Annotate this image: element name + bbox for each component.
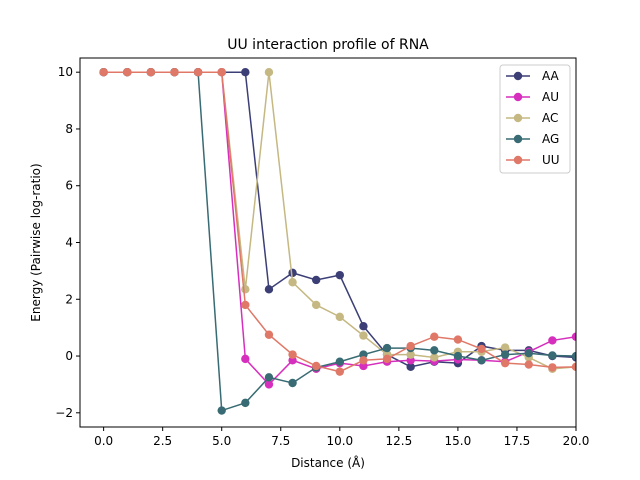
data-point <box>430 332 439 341</box>
y-tick-label: 0 <box>65 349 73 363</box>
data-point <box>477 344 486 354</box>
data-point <box>311 300 321 310</box>
data-point <box>382 354 392 364</box>
data-point <box>241 354 250 364</box>
y-tick-label: −2 <box>55 406 73 420</box>
data-point <box>99 67 108 77</box>
legend-label: AA <box>542 69 560 83</box>
data-point <box>193 67 203 77</box>
data-point <box>264 285 274 294</box>
data-point <box>524 349 533 358</box>
data-point <box>217 67 226 77</box>
data-point <box>170 67 179 77</box>
legend-item-au: AU <box>506 90 559 104</box>
data-point <box>406 341 415 351</box>
data-point <box>548 363 557 372</box>
data-point <box>571 351 576 361</box>
data-point <box>430 353 439 362</box>
data-point <box>123 67 132 77</box>
data-point <box>264 380 274 389</box>
data-point <box>241 67 250 77</box>
data-point <box>500 358 510 368</box>
legend-marker <box>513 155 523 165</box>
x-tick-label: 15.0 <box>445 434 472 448</box>
legend-item-ac: AC <box>506 111 558 125</box>
y-tick-label: 2 <box>65 292 73 306</box>
chart-title: UU interaction profile of RNA <box>227 37 429 53</box>
data-point <box>288 350 297 359</box>
data-point <box>406 350 415 359</box>
data-point <box>335 312 345 322</box>
legend-item-uu: UU <box>506 153 560 167</box>
y-axis-ticks: −2 0 2 4 6 8 10 <box>55 65 80 420</box>
data-point <box>264 67 274 77</box>
legend-marker <box>513 134 523 144</box>
legend-label: AC <box>542 111 558 125</box>
legend-label: UU <box>542 153 560 167</box>
series-uu <box>99 67 576 376</box>
legend-label: AG <box>542 132 559 146</box>
data-point <box>548 351 557 360</box>
y-tick-label: 10 <box>58 65 73 79</box>
y-tick-label: 4 <box>65 236 73 250</box>
data-point <box>477 356 486 365</box>
data-point <box>406 362 415 372</box>
data-point <box>241 398 250 408</box>
series-layer <box>99 67 576 415</box>
x-tick-label: 2.5 <box>153 434 172 448</box>
legend-box <box>499 64 571 174</box>
data-point <box>335 367 345 376</box>
data-point <box>311 361 321 371</box>
x-tick-label: 0.0 <box>94 434 113 448</box>
legend-label: AU <box>542 90 559 104</box>
x-tick-label: 10.0 <box>326 434 353 448</box>
y-tick-label: 6 <box>65 179 73 193</box>
data-point <box>217 406 226 415</box>
data-point <box>382 343 392 353</box>
data-point <box>311 275 321 285</box>
data-point <box>335 357 345 366</box>
legend-marker <box>513 71 523 81</box>
data-point <box>500 350 510 359</box>
y-tick-label: 8 <box>65 122 73 136</box>
data-point <box>264 330 274 339</box>
data-point <box>146 67 156 77</box>
data-point <box>571 332 576 341</box>
legend-marker <box>513 113 523 123</box>
x-tick-label: 7.5 <box>271 434 290 448</box>
legend-item-aa: AA <box>506 69 560 83</box>
x-tick-label: 20.0 <box>563 434 590 448</box>
data-point <box>359 356 368 365</box>
data-point <box>288 378 297 388</box>
data-point <box>453 335 463 344</box>
data-point <box>524 360 533 369</box>
x-axis-label: Distance (Å) <box>291 455 365 470</box>
data-point <box>430 346 439 355</box>
legend-marker <box>513 92 523 102</box>
data-point <box>359 322 368 331</box>
data-point <box>264 373 274 382</box>
data-point <box>288 278 297 287</box>
data-point <box>548 336 557 345</box>
x-tick-label: 17.5 <box>504 434 531 448</box>
y-axis-label: Energy (Pairwise log-ratio) <box>29 163 43 321</box>
x-tick-label: 12.5 <box>385 434 412 448</box>
data-point <box>335 270 345 280</box>
data-point <box>288 268 297 278</box>
data-point <box>453 351 463 361</box>
data-point <box>241 300 250 310</box>
legend: AA AU AC AG UU <box>499 64 571 174</box>
data-point <box>571 362 576 372</box>
data-point <box>241 285 250 294</box>
data-point <box>500 343 510 352</box>
legend-item-ag: AG <box>506 132 559 146</box>
data-point <box>359 331 368 340</box>
x-tick-label: 5.0 <box>212 434 231 448</box>
x-axis-ticks: 0.0 2.5 5.0 7.5 10.0 12.5 15.0 17.5 20.0 <box>94 427 589 448</box>
